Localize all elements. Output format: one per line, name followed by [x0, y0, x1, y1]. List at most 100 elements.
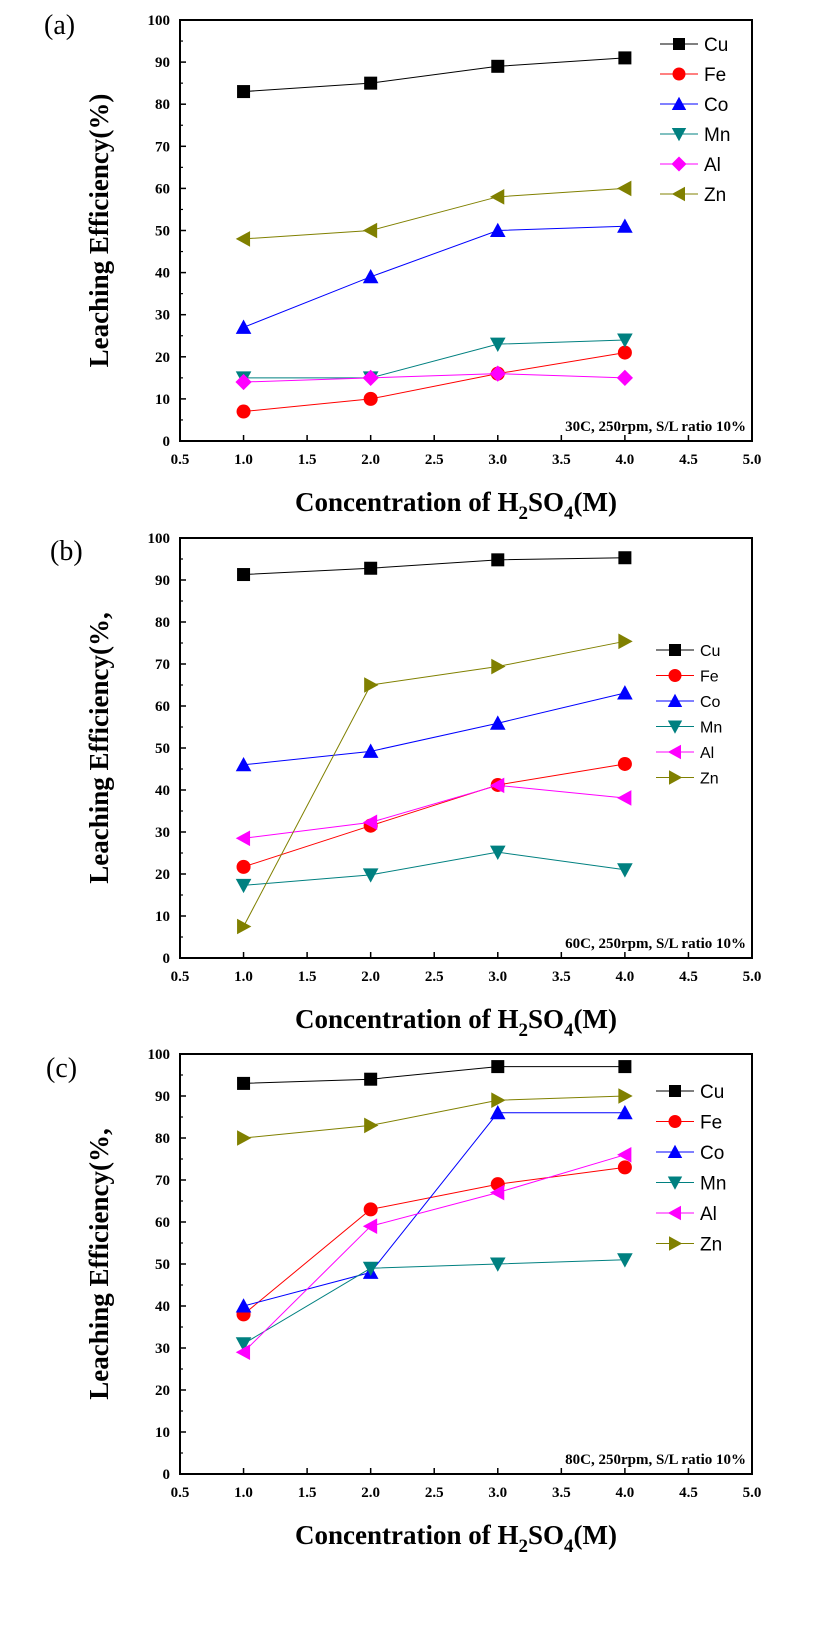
series-line-zn [243, 640, 625, 927]
y-tick-label: 40 [155, 1299, 170, 1315]
series-line-al [243, 784, 625, 839]
y-tick-label: 10 [155, 392, 170, 408]
y-tick-label: 80 [155, 1131, 170, 1147]
x-axis-title-part: SO [528, 1004, 564, 1034]
y-tick-label: 20 [155, 1383, 170, 1399]
data-point-al [617, 790, 632, 806]
legend-label-fe: Fe [700, 1112, 722, 1133]
condition-annotation: 80C, 250rpm, S/L ratio 10% [565, 1452, 746, 1468]
data-point-cu [237, 1076, 251, 1090]
x-tick-label: 0.5 [171, 452, 190, 468]
legend-marker-co [671, 96, 687, 110]
data-point-al [489, 777, 505, 794]
legend-label-cu: Cu [700, 643, 720, 660]
y-tick-label: 40 [155, 266, 170, 282]
legend-label-zn: Zn [700, 770, 719, 787]
panel-label: (a) [44, 10, 75, 41]
y-tick-label: 10 [155, 1425, 170, 1441]
legend-label-al: Al [704, 155, 721, 176]
legend-label-mn: Mn [704, 125, 730, 146]
legend-marker-cu [673, 38, 685, 50]
x-tick-label: 1.0 [234, 452, 253, 468]
y-tick-label: 30 [155, 1341, 170, 1357]
data-point-zn [364, 1117, 379, 1134]
x-axis-title-part: SO [528, 1520, 564, 1550]
legend-marker-zn [671, 186, 685, 202]
data-point-al [617, 1147, 632, 1163]
legend-label-co: Co [700, 1143, 724, 1164]
y-tick-label: 70 [155, 139, 170, 155]
legend-label-zn: Zn [700, 1234, 722, 1255]
x-tick-label: 4.0 [616, 969, 635, 985]
data-point-cu [618, 551, 632, 565]
series-line-mn [243, 851, 625, 886]
legend-label-al: Al [700, 745, 714, 762]
legend-label-fe: Fe [704, 65, 726, 86]
y-tick-label: 20 [155, 867, 170, 883]
legend-label-zn: Zn [704, 185, 726, 206]
y-tick-label: 10 [155, 909, 170, 925]
x-tick-label: 5.0 [743, 452, 762, 468]
series-line-fe [243, 352, 625, 413]
series-line-fe [243, 763, 625, 868]
y-axis-title: Leaching Efficiency(%) [84, 94, 114, 368]
data-point-fe [236, 404, 251, 419]
panel-label: (c) [46, 1053, 77, 1084]
x-tick-label: 2.5 [425, 1485, 444, 1501]
series-line-zn [243, 1095, 625, 1139]
data-point-cu [237, 85, 251, 99]
legend-marker-al [671, 156, 687, 172]
x-axis-title-part: Concentration of H [295, 1004, 518, 1034]
x-axis-title-part: 4 [564, 1020, 574, 1041]
y-tick-label: 80 [155, 615, 170, 631]
x-tick-label: 1.0 [234, 1485, 253, 1501]
legend-marker-fe [672, 67, 686, 81]
data-point-mn [617, 863, 633, 878]
x-tick-label: 4.0 [616, 452, 635, 468]
x-axis-title-part: (M) [574, 1004, 617, 1034]
x-axis-title: Concentration of H2SO4(M) [295, 487, 617, 524]
data-point-zn [618, 1088, 633, 1104]
y-tick-label: 70 [155, 1173, 170, 1189]
data-point-co [489, 715, 506, 730]
data-point-mn [235, 878, 252, 894]
x-axis-title-part: (M) [574, 487, 617, 517]
legend-marker-fe [668, 669, 682, 682]
y-tick-label: 50 [155, 1257, 170, 1273]
x-tick-label: 0.5 [171, 969, 190, 985]
legend-label-mn: Mn [700, 719, 722, 736]
series-line-zn [243, 187, 625, 240]
data-point-zn [617, 180, 632, 197]
data-point-cu [364, 76, 378, 90]
data-point-zn [491, 658, 506, 675]
series-line-mn [243, 1259, 625, 1345]
y-tick-label: 0 [163, 951, 171, 967]
data-point-fe [617, 1160, 632, 1175]
y-tick-label: 20 [155, 350, 170, 366]
y-tick-label: 70 [155, 657, 170, 673]
data-point-cu [237, 568, 251, 582]
series-line-al [243, 1154, 626, 1353]
y-tick-label: 0 [163, 434, 171, 450]
y-tick-label: 80 [155, 97, 170, 113]
y-tick-label: 90 [155, 573, 170, 589]
x-tick-label: 2.0 [361, 1485, 380, 1501]
data-point-al [362, 369, 379, 386]
legend-marker-mn [667, 1176, 683, 1190]
y-tick-label: 60 [155, 1215, 170, 1231]
data-point-cu [364, 1072, 378, 1086]
y-tick-label: 40 [155, 783, 170, 799]
x-axis-title: Concentration of H2SO4(M) [295, 1520, 617, 1557]
y-axis-title: Leaching Efficiency(%, [84, 612, 114, 883]
x-tick-label: 0.5 [171, 1485, 190, 1501]
data-point-fe [236, 859, 251, 874]
data-point-co [617, 1105, 633, 1120]
x-tick-label: 1.5 [298, 1485, 317, 1501]
data-point-al [235, 1344, 251, 1360]
y-tick-label: 30 [155, 825, 170, 841]
data-point-zn [489, 189, 505, 205]
data-point-cu [491, 59, 505, 73]
x-axis-title-part: 2 [518, 1536, 528, 1557]
y-tick-label: 100 [148, 1047, 171, 1063]
